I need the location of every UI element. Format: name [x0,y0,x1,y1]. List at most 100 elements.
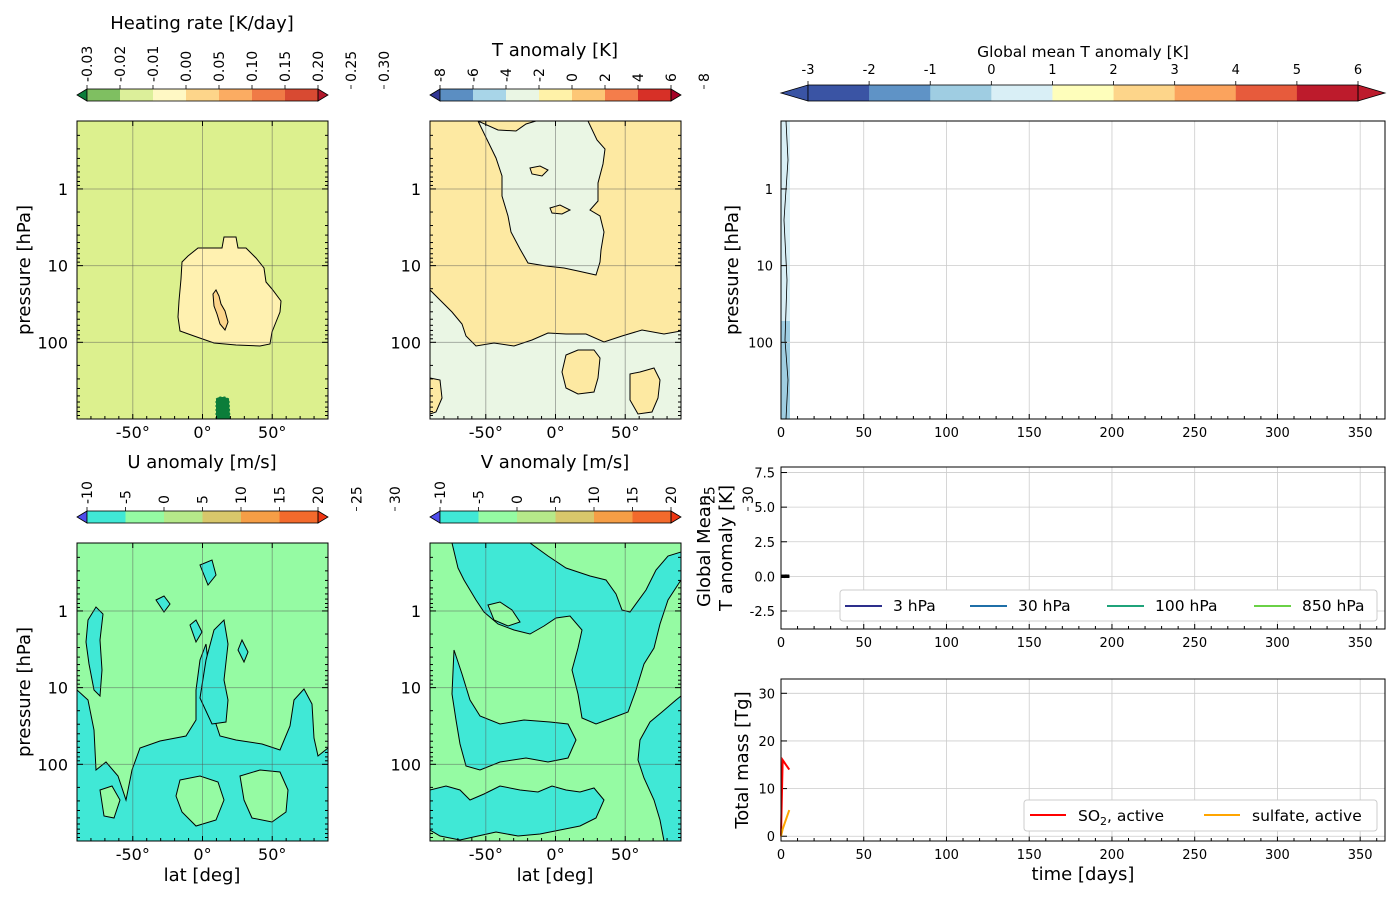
global-mean-legend: 3 hPa 30 hPa 100 hPa 850 hPa [839,589,1378,622]
global-t-colorbar-label: Global mean T anomaly [K] [977,43,1189,61]
colorbar-tick-label: -2 [863,63,876,78]
colorbar-segment [440,89,474,101]
colorbar-tick-label: -8 [433,68,449,82]
y-tick-label: 1 [765,183,773,198]
colorbar-segment [539,89,573,101]
colorbar-segment [930,85,992,101]
colorbar-tick-label: 0 [157,495,173,504]
x-tick-label: -50° [116,423,150,442]
colorbar-tick-label: 6 [664,73,680,82]
y-tick-label: 1 [58,602,68,621]
colorbar-segment [87,511,126,523]
colorbar-segment [87,89,121,101]
colorbar-segment [1296,85,1359,101]
u-anomaly-neg-top-a [155,595,171,613]
y-tick-label: 100 [390,755,421,774]
global-t-timeseries-panel: Global mean T anomaly [K] -3 -2 -1 0 1 2 3 4 5 6 … [722,43,1387,441]
global-mean-lines-panel: 0 50 100 150 200 250 300 350 7.5 5.0 2.5 0.0 -2.5 Gl… [694,466,1386,651]
v-anomaly-colorbar: -10 -5 0 5 10 15 20 25 30 [429,481,757,524]
colorbar-tick-label: -10 [80,481,96,504]
colorbar-extend-low [76,88,88,102]
colorbar-tick-label: -5 [472,490,488,504]
u-anomaly-xlabel: lat [deg] [164,865,241,886]
colorbar-tick-label: 1 [1048,63,1056,78]
y-tick-label: 10 [48,679,68,698]
x-tick-label: 50 [855,636,872,651]
colorbar-tick-label: -4 [499,68,515,82]
x-tick-label: 350 [1348,426,1373,441]
legend-label: 100 hPa [1155,597,1217,615]
colorbar-tick-label: 20 [664,486,680,504]
colorbar-segment [478,511,518,523]
colorbar-tick-label: -2 [532,68,548,82]
colorbar-segment [1235,85,1298,101]
colorbar-tick-label: 0.10 [245,51,261,82]
x-tick-label: 0 [777,636,785,651]
t-anomaly-panel: T anomaly [K] -8 -6 -4 -2 0 2 4 6 8 -50° 0° 50° 1 10… [390,40,713,442]
u-anomaly-field [77,543,328,841]
legend-frame [1023,799,1378,832]
u-anomaly-panel: U anomaly [m/s] -10 -5 0 5 10 15 20 25 30 -50° 0°… [14,452,404,886]
t-anomaly-axes: -50° 0° 50° 1 10 100 [390,120,682,442]
x-tick-label: 250 [1182,426,1207,441]
colorbar-tick-label: 5 [549,495,565,504]
v-anomaly-axes: -50° 0° 50° 1 10 100 [390,542,682,864]
colorbar-tick-label: 0 [510,495,526,504]
colorbar-tick-label: 0.25 [344,51,360,82]
colorbar-tick-label: 5 [196,495,212,504]
global-mean-ylabel-line2: T anomaly [K] [716,485,737,612]
colorbar-extend-high [317,510,329,524]
heating-axes: -50° 0° 50° 1 10 100 [37,120,329,442]
colorbar-segment [638,89,672,101]
colorbar-extend-low [779,84,809,102]
colorbar-segment [473,89,507,101]
x-tick-label: 0 [777,848,785,863]
x-tick-label: 350 [1348,636,1373,651]
y-tick-label: 10 [48,257,68,276]
colorbar-tick-label: 0 [565,73,581,82]
colorbar-tick-label: 0 [987,63,995,78]
v-anomaly-neg-bottom [430,785,605,841]
colorbar-segment [202,511,242,523]
colorbar-segment [594,511,633,523]
t-anomaly-pos-c [430,377,443,415]
u-anomaly-ylabel: pressure [hPa] [14,627,35,757]
y-tick-label: 100 [390,333,421,352]
y-tick-label: -2.5 [750,605,775,620]
y-tick-label: 2.5 [754,536,775,551]
colorbar-segment [279,511,319,523]
t-anomaly-pos-d [529,165,549,177]
heating-contour-0.10 [212,289,229,331]
x-tick-label: 50° [258,845,286,864]
y-tick-label: 1 [411,602,421,621]
colorbar-tick-label: 0.15 [278,51,294,82]
colorbar-tick-label: 4 [631,73,647,82]
legend-label: sulfate, active [1252,807,1362,825]
x-tick-label: 200 [1100,426,1125,441]
legend-label: SO2, active [1078,807,1164,828]
colorbar-tick-label: -5 [119,490,135,504]
legend-label: 850 hPa [1302,597,1364,615]
u-anomaly-neg-left [85,606,104,698]
colorbar-tick-label: 10 [587,486,603,504]
colorbar-extend-high [317,88,329,102]
u-anomaly-pos-island-b [239,769,289,823]
global-t-field-contour [783,120,789,420]
x-tick-label: 250 [1182,848,1207,863]
colorbar-tick-label: 10 [234,486,250,504]
colorbar-segment [605,89,639,101]
y-tick-label: 1 [58,180,68,199]
global-mean-lines-axes: 0 50 100 150 200 250 300 350 7.5 5.0 2.5 0.0 -2.5 [750,466,1386,651]
v-anomaly-pos-island [487,601,521,627]
y-tick-label: 0.0 [754,570,775,585]
global-t-ylabel: pressure [hPa] [722,205,743,335]
colorbar-segment [440,511,479,523]
colorbar-segment [164,511,203,523]
x-tick-label: 50° [611,423,639,442]
colorbar-tick-label: 20 [311,486,327,504]
colorbar-segment [808,85,870,101]
colorbar-extend-low [76,510,88,524]
x-tick-label: 150 [1017,636,1042,651]
